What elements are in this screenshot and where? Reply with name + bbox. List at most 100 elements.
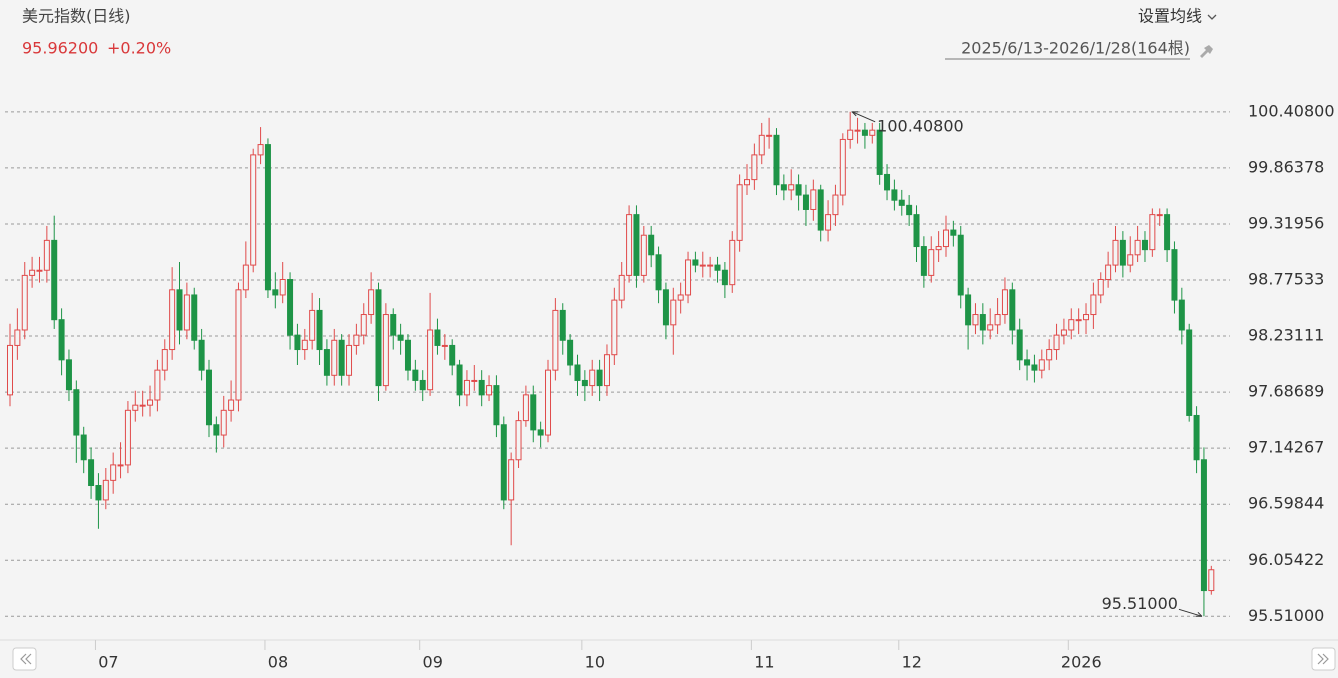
- candle-body: [1060, 329, 1067, 336]
- candle-body: [920, 246, 927, 276]
- candle-body: [176, 289, 183, 331]
- candle-body: [1105, 264, 1112, 281]
- candle-body: [1083, 314, 1090, 321]
- y-tick-label: 97.14267: [1248, 438, 1324, 457]
- candle-body: [368, 289, 375, 316]
- candle-body: [139, 404, 146, 407]
- candle-body: [316, 309, 323, 351]
- candle-body: [965, 294, 972, 326]
- x-tick-label: 09: [423, 653, 443, 672]
- ma-settings-button[interactable]: 设置均线: [1138, 7, 1217, 26]
- candle-body: [272, 289, 279, 296]
- candle-body: [375, 289, 382, 387]
- y-tick-label: 98.77533: [1248, 269, 1324, 288]
- candle-body: [670, 299, 677, 326]
- candle-body: [117, 464, 124, 467]
- candle-body: [73, 389, 80, 436]
- candle-body: [876, 129, 883, 175]
- candle-body: [530, 394, 537, 431]
- candle-body: [751, 154, 758, 181]
- annotation-label: 95.51000: [1102, 594, 1178, 613]
- candle-body: [662, 289, 669, 326]
- x-tick-label: 11: [754, 653, 774, 672]
- annotation-arrow: [1178, 608, 1203, 617]
- candle-body: [633, 214, 640, 276]
- candle-body: [412, 369, 419, 381]
- x-tick-label: 10: [585, 653, 605, 672]
- candle-body: [884, 173, 891, 191]
- candle-body: [891, 189, 898, 201]
- candle-body: [213, 424, 220, 436]
- candle-body: [596, 369, 603, 387]
- candle-body: [1038, 359, 1045, 371]
- candle-body: [972, 314, 979, 326]
- candle-body: [1031, 364, 1038, 371]
- candle-body: [780, 184, 787, 191]
- candle-body: [29, 269, 36, 276]
- candle-body: [721, 269, 728, 286]
- candle-body: [147, 399, 154, 406]
- candle-body: [132, 404, 139, 411]
- candle-body: [205, 369, 212, 426]
- arrow-head: [1195, 611, 1203, 617]
- candle-body: [7, 344, 13, 396]
- y-tick-label: 98.23111: [1248, 326, 1324, 345]
- candle-body: [802, 194, 809, 210]
- range-link[interactable]: 2025/6/13-2026/1/28(164根): [945, 39, 1213, 60]
- x-tick-label: 08: [268, 653, 288, 672]
- candle-body: [1171, 249, 1178, 301]
- quote-change: +0.20%: [107, 39, 171, 58]
- candle-body: [640, 234, 647, 276]
- candle-body: [301, 339, 308, 351]
- candle-body: [331, 339, 338, 376]
- ma-button-label[interactable]: 设置均线: [1138, 7, 1202, 26]
- scroll-left-button[interactable]: [12, 647, 37, 671]
- candle-body: [869, 129, 876, 136]
- y-tick-label: 96.05422: [1248, 550, 1324, 569]
- x-tick-label: 12: [902, 653, 922, 672]
- candle-body: [847, 129, 854, 140]
- candle-body: [346, 344, 353, 376]
- candle-body: [994, 314, 1001, 326]
- candle-body: [611, 299, 618, 356]
- candle-body: [88, 459, 95, 487]
- candle-body: [861, 129, 868, 136]
- candle-body: [1134, 239, 1141, 256]
- candle-body: [677, 294, 684, 301]
- candle-body: [242, 264, 249, 291]
- candle-body: [264, 144, 271, 291]
- candle-body: [471, 379, 478, 382]
- candle-body: [51, 239, 58, 321]
- candle-body: [456, 364, 463, 396]
- candle-body: [404, 339, 411, 371]
- candle-body: [1178, 299, 1185, 331]
- candle-body: [942, 229, 949, 248]
- y-tick-label: 97.68689: [1248, 382, 1324, 401]
- candle-body: [1156, 214, 1163, 217]
- candle-body: [279, 279, 286, 296]
- candle-body: [95, 485, 102, 501]
- y-tick-label: 95.51000: [1248, 606, 1324, 625]
- candle-body: [235, 289, 242, 401]
- annotation-label: 100.40800: [877, 116, 964, 135]
- candle-body: [102, 479, 109, 501]
- candle-body: [382, 314, 389, 387]
- candle-body: [574, 364, 581, 381]
- candle-body: [36, 269, 43, 272]
- candle-body: [522, 394, 529, 422]
- range-text[interactable]: 2025/6/13-2026/1/28(164根): [961, 39, 1190, 58]
- scroll-right[interactable]: [1311, 647, 1336, 671]
- candle-body: [648, 234, 655, 256]
- candle-body: [906, 204, 913, 216]
- candle-body: [397, 334, 404, 341]
- candle-body: [1186, 329, 1193, 416]
- x-tick-label: 2026: [1061, 653, 1102, 672]
- candle-body: [508, 459, 515, 501]
- candle-body: [427, 329, 434, 391]
- candle-body: [950, 229, 957, 236]
- candle-body: [250, 154, 257, 266]
- candle-body: [589, 369, 596, 387]
- scroll-left[interactable]: [12, 647, 37, 671]
- candle-body: [21, 274, 28, 331]
- candle-body: [65, 359, 72, 391]
